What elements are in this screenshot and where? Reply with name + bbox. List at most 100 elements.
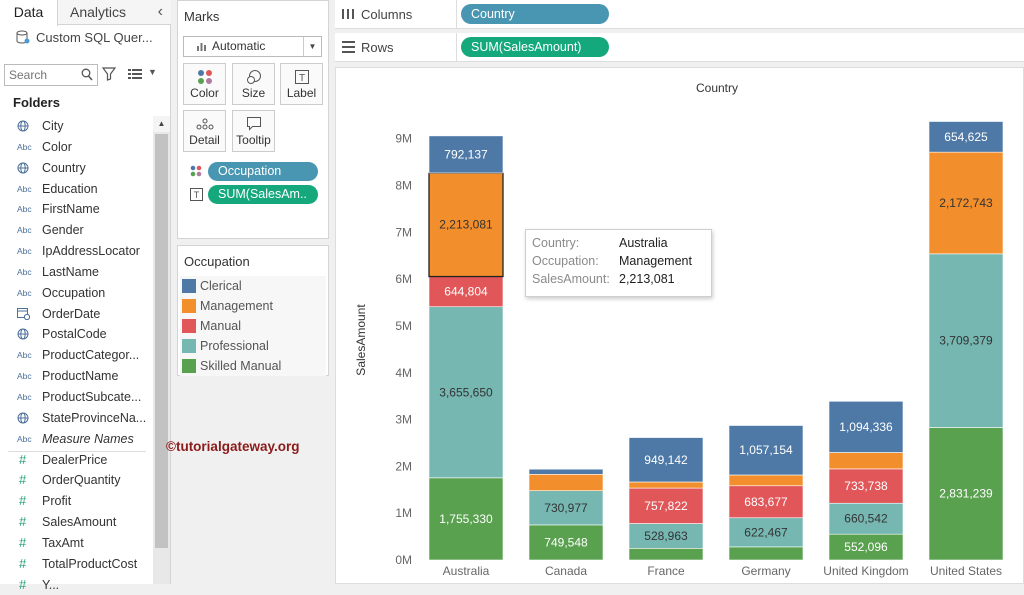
tab-analytics[interactable]: Analytics <box>70 4 127 20</box>
tooltip-key: Country: <box>532 236 580 250</box>
field-item[interactable]: Country <box>0 158 152 179</box>
field-item[interactable]: City <box>0 116 152 137</box>
tooltip-icon <box>233 111 274 133</box>
field-item[interactable]: Abc LastName <box>0 262 152 283</box>
hash-icon: # <box>19 493 27 509</box>
field-item[interactable]: Abc Occupation <box>0 283 152 304</box>
legend-item[interactable]: Clerical <box>180 276 326 296</box>
scroll-thumb[interactable] <box>155 134 168 548</box>
field-item[interactable]: Abc Education <box>0 179 152 200</box>
sales-label-pill[interactable]: SUM(SalesAm.. <box>208 185 318 204</box>
field-item[interactable]: Abc FirstName <box>0 199 152 220</box>
search-icon <box>81 68 93 81</box>
rows-icon <box>342 41 355 53</box>
rows-label-text: Rows <box>361 40 394 55</box>
legend-item[interactable]: Management <box>180 296 326 316</box>
abc-icon: Abc <box>17 246 32 257</box>
field-label: Y... <box>42 577 60 592</box>
size-button[interactable]: Size <box>232 63 275 105</box>
hash-icon: # <box>19 576 27 592</box>
country-column-pill[interactable]: Country <box>461 4 609 24</box>
collapse-pane-icon[interactable]: ‹ <box>157 3 163 20</box>
mark-type-select[interactable]: Automatic ▼ <box>183 36 322 57</box>
field-item[interactable]: OrderDate <box>0 304 152 325</box>
field-item[interactable]: Abc ProductCategor... <box>0 345 152 366</box>
chevron-down-icon[interactable]: ▼ <box>303 37 321 56</box>
field-label: Color <box>42 139 72 154</box>
legend-label: Professional <box>200 339 269 353</box>
abc-icon: Abc <box>17 225 32 236</box>
field-label: PostalCode <box>42 327 107 342</box>
field-item[interactable]: Abc ProductSubcate... <box>0 387 152 408</box>
tooltip-row: Occupation: Management <box>532 252 711 270</box>
field-item[interactable]: # Profit <box>0 491 152 512</box>
field-label: TotalProductCost <box>42 556 138 571</box>
y-tick-label: 4M <box>395 366 412 380</box>
legend-item[interactable]: Skilled Manual <box>180 356 326 376</box>
field-item[interactable]: Abc Color <box>0 137 152 158</box>
field-label: ProductName <box>42 369 119 384</box>
calendar-icon <box>17 304 37 325</box>
field-item[interactable]: # OrderQuantity <box>0 470 152 491</box>
bar-segment <box>528 524 604 561</box>
y-tick-label: 5M <box>395 319 412 333</box>
data-label: 1,755,330 <box>439 512 493 526</box>
scroll-up-icon[interactable]: ▲ <box>153 116 170 132</box>
database-icon <box>16 30 30 44</box>
detail-button[interactable]: Detail <box>183 110 226 152</box>
data-label: 3,709,379 <box>939 334 993 348</box>
detail-label: Detail <box>189 133 220 147</box>
data-label: 2,213,081 <box>439 218 493 232</box>
field-item[interactable]: PostalCode <box>0 324 152 345</box>
datasource-item[interactable]: Custom SQL Quer... <box>16 30 153 45</box>
bar-segment <box>628 523 704 549</box>
sales-row-pill[interactable]: SUM(SalesAmount) <box>461 37 609 57</box>
tooltip-key: SalesAmount: <box>532 272 610 286</box>
field-item[interactable]: Abc IpAddressLocator <box>0 241 152 262</box>
svg-text:T: T <box>194 190 200 200</box>
hash-icon: # <box>19 451 27 467</box>
tooltip-value: Management <box>619 254 692 268</box>
field-item[interactable]: Abc ProductName <box>0 366 152 387</box>
tooltip-button[interactable]: Tooltip <box>232 110 275 152</box>
filter-icon[interactable] <box>102 67 116 81</box>
field-item[interactable]: Abc Measure Names <box>0 429 152 450</box>
label-button[interactable]: T Label <box>280 63 323 105</box>
x-tick-label: Germany <box>741 564 790 578</box>
tooltip-row: Country: Australia <box>532 234 711 252</box>
field-list-scrollbar[interactable]: ▲ <box>153 116 170 584</box>
y-axis-label: SalesAmount <box>354 304 368 376</box>
field-item[interactable]: # TotalProductCost <box>0 554 152 575</box>
occupation-color-pill[interactable]: Occupation <box>208 162 318 181</box>
data-label: 2,831,239 <box>939 487 993 501</box>
field-label: StateProvinceNa... <box>42 410 147 425</box>
abc-icon: Abc <box>17 371 32 382</box>
chevron-down-icon[interactable]: ▼ <box>148 67 157 77</box>
search-input[interactable] <box>5 65 79 85</box>
detail-icon <box>184 111 225 133</box>
bar-segment <box>728 474 804 487</box>
marks-title: Marks <box>184 9 220 24</box>
legend-swatch <box>182 359 196 373</box>
data-label: 654,625 <box>944 130 988 144</box>
field-item[interactable]: # SalesAmount <box>0 512 152 533</box>
tab-data[interactable]: Data <box>0 0 58 26</box>
field-label: Gender <box>42 223 84 238</box>
search-box[interactable] <box>4 64 98 86</box>
field-label: City <box>42 119 64 133</box>
y-tick-label: 0M <box>395 553 412 567</box>
field-item[interactable]: # Y... <box>0 575 152 595</box>
legend-swatch <box>182 319 196 333</box>
field-item[interactable]: Abc Gender <box>0 220 152 241</box>
field-item[interactable]: # TaxAmt <box>0 533 152 554</box>
field-label: TaxAmt <box>42 535 84 550</box>
list-view-icon[interactable] <box>128 69 142 79</box>
legend-item[interactable]: Professional <box>180 336 326 356</box>
field-item[interactable]: StateProvinceNa... <box>0 408 152 429</box>
legend-item[interactable]: Manual <box>180 316 326 336</box>
field-item[interactable]: # DealerPrice <box>0 450 152 471</box>
size-label: Size <box>241 86 266 100</box>
tooltip-value: 2,213,081 <box>619 272 675 286</box>
color-button[interactable]: Color <box>183 63 226 105</box>
chart-view: Country SalesAmount 0M 1M 2M 3M 4M 5M 6M 7M 8M 9M 1,… <box>335 67 1024 584</box>
